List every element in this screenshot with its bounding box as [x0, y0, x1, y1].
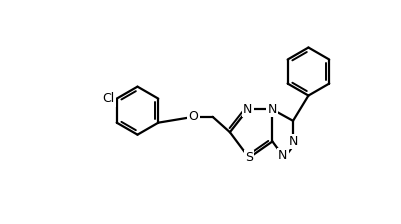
Text: O: O [188, 110, 198, 123]
Text: N: N [243, 103, 252, 116]
Text: N: N [267, 103, 276, 116]
Text: N: N [288, 135, 297, 148]
Text: S: S [244, 151, 252, 164]
Text: N: N [277, 149, 287, 162]
Text: Cl: Cl [102, 92, 114, 105]
